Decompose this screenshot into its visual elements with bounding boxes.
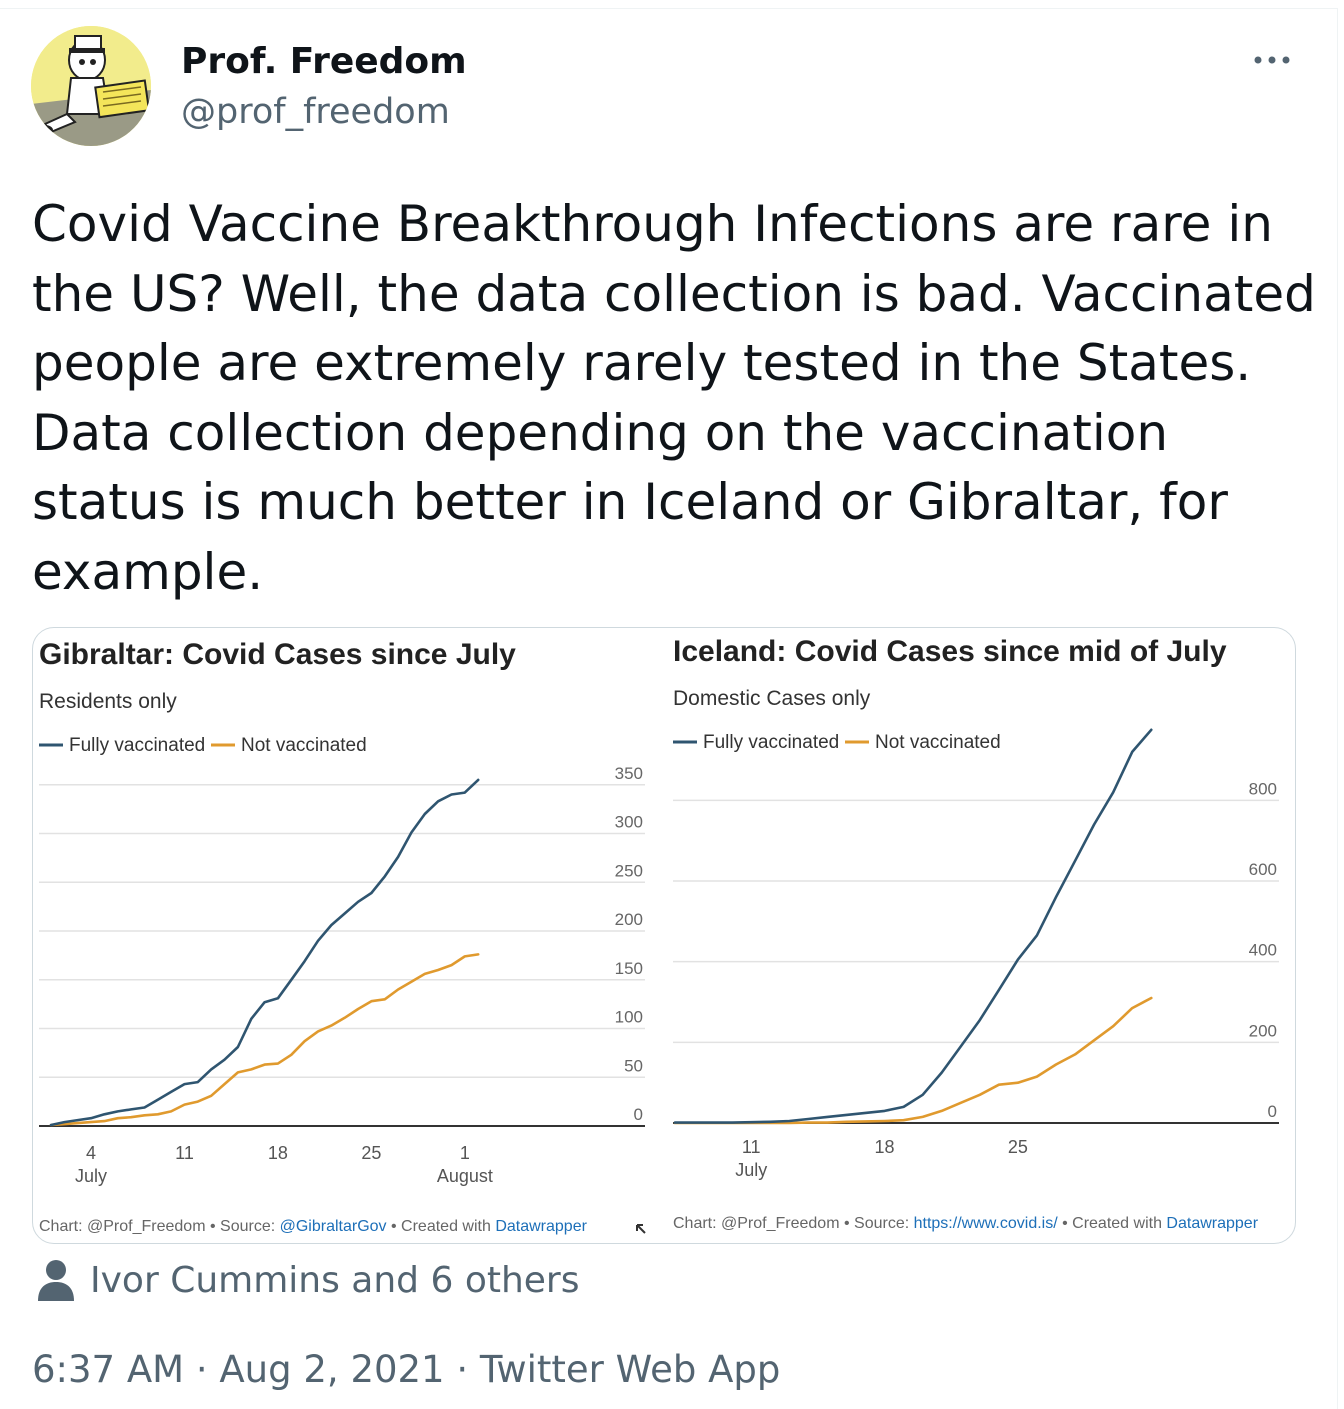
charts-image: Gibraltar: Covid Cases since July Residen… <box>39 635 1279 1235</box>
series-line-not-vaccinated <box>49 953 480 1127</box>
author-handle[interactable]: @prof_freedom <box>181 92 450 132</box>
more-options-button[interactable] <box>1250 44 1294 76</box>
chart-title: Iceland: Covid Cases since mid of July <box>673 635 1227 668</box>
y-tick-label: 200 <box>615 910 643 929</box>
legend-label-not-vaccinated: Not vaccinated <box>875 732 1001 753</box>
x-tick-label: 25 <box>361 1143 381 1163</box>
x-tick-label: 18 <box>875 1137 895 1157</box>
chart-2: Iceland: Covid Cases since mid of July Do… <box>673 635 1279 1232</box>
y-tick-label: 600 <box>1249 860 1277 879</box>
legend-label-fully-vaccinated: Fully vaccinated <box>69 735 205 756</box>
y-tick-label: 800 <box>1249 779 1277 798</box>
tweet-timestamp[interactable]: 6:37 AM · Aug 2, 2021 · Twitter Web App <box>32 1348 781 1391</box>
chart-footer-prefix: Chart: @Prof_Freedom • Source: <box>39 1218 280 1235</box>
y-tick-label: 50 <box>624 1056 643 1075</box>
cursor-arrow-icon <box>636 1224 646 1234</box>
x-tick-label: 11 <box>742 1137 761 1157</box>
chart-footer-mid: • Created with <box>387 1218 496 1235</box>
y-tick-label: 300 <box>615 813 643 832</box>
person-icon <box>38 1260 74 1301</box>
legend-label-not-vaccinated: Not vaccinated <box>241 735 367 756</box>
author-avatar[interactable] <box>31 26 151 146</box>
y-tick-label: 0 <box>1268 1102 1277 1121</box>
chart-footer-source[interactable]: @GibraltarGov <box>280 1218 387 1235</box>
chart-footer: Chart: @Prof_Freedom • Source: @Gibralta… <box>39 1218 588 1235</box>
series-line-fully-vaccinated <box>49 778 480 1127</box>
tweet-text: Covid Vaccine Breakthrough Infections ar… <box>32 195 1316 601</box>
x-tick-label: 11 <box>175 1143 194 1163</box>
y-tick-label: 200 <box>1249 1021 1277 1040</box>
chart-footer-source[interactable]: https://www.covid.is/ <box>914 1215 1059 1232</box>
y-tick-label: 400 <box>1249 941 1277 960</box>
chart-footer-tool[interactable]: Datawrapper <box>495 1218 587 1235</box>
y-tick-label: 150 <box>615 959 643 978</box>
legend-label-fully-vaccinated: Fully vaccinated <box>703 732 839 753</box>
top-divider <box>0 8 1338 9</box>
series-line-not-vaccinated <box>673 996 1153 1125</box>
liked-by-text: Ivor Cummins and 6 others <box>90 1259 580 1301</box>
chart-subtitle: Domestic Cases only <box>673 687 871 710</box>
chart-1: Gibraltar: Covid Cases since July Residen… <box>39 638 645 1235</box>
author-name[interactable]: Prof. Freedom <box>181 41 467 82</box>
series-line-fully-vaccinated <box>673 728 1153 1124</box>
x-tick-sublabel: July <box>75 1166 107 1186</box>
x-tick-sublabel: July <box>735 1160 767 1180</box>
avatar-illustration <box>31 26 151 146</box>
chart-subtitle: Residents only <box>39 690 177 713</box>
chart-footer: Chart: @Prof_Freedom • Source: https://w… <box>673 1215 1259 1232</box>
chart-footer-tool[interactable]: Datawrapper <box>1166 1215 1258 1232</box>
y-tick-label: 350 <box>615 764 643 783</box>
chart-title: Gibraltar: Covid Cases since July <box>39 638 516 671</box>
chart-footer-prefix: Chart: @Prof_Freedom • Source: <box>673 1215 914 1232</box>
x-tick-label: 4 <box>86 1143 96 1163</box>
x-tick-sublabel: August <box>437 1166 493 1186</box>
y-tick-label: 100 <box>615 1008 643 1027</box>
y-tick-label: 0 <box>634 1105 643 1124</box>
more-options-icon <box>1254 56 1290 64</box>
tweet-media-image[interactable]: Gibraltar: Covid Cases since July Residen… <box>32 627 1296 1244</box>
right-divider <box>1337 8 1338 1409</box>
x-tick-label: 1 <box>460 1143 470 1163</box>
y-tick-label: 250 <box>615 861 643 880</box>
x-tick-label: 25 <box>1008 1137 1028 1157</box>
x-tick-label: 18 <box>268 1143 288 1163</box>
liked-by-row[interactable]: Ivor Cummins and 6 others <box>38 1258 579 1302</box>
chart-footer-mid: • Created with <box>1058 1215 1167 1232</box>
